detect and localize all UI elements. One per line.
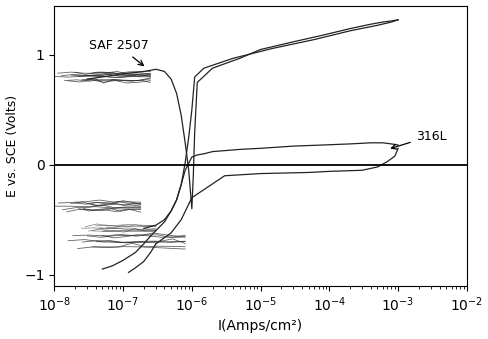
Text: SAF 2507: SAF 2507 [89, 39, 148, 65]
Y-axis label: E vs. SCE (Volts): E vs. SCE (Volts) [5, 95, 19, 197]
Text: 316L: 316L [391, 129, 446, 149]
X-axis label: I(Amps/cm²): I(Amps/cm²) [218, 319, 303, 334]
